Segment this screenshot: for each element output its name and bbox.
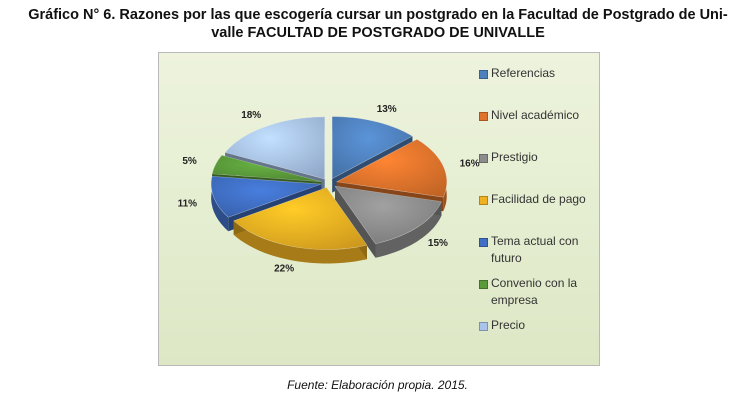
pie-slice-top	[224, 116, 326, 180]
pie-slice-top	[211, 154, 322, 182]
legend-swatch	[479, 322, 488, 331]
legend-swatch	[479, 154, 488, 163]
pie-value-label-2: 16%	[460, 159, 480, 170]
legend-label-line: Nivel académico	[491, 108, 580, 122]
pie-slice-top	[335, 139, 448, 198]
legend-swatch	[479, 112, 488, 121]
pie-value-label-6: 5%	[182, 156, 197, 167]
legend-label-line: empresa	[491, 293, 538, 307]
legend-label: Nivel académico	[491, 107, 579, 124]
legend-label-line: Prestigio	[491, 150, 538, 164]
legend-label-line: Facilidad de pago	[491, 192, 586, 206]
legend-swatch	[479, 280, 488, 289]
pie-slice-side	[211, 176, 229, 232]
pie-value-label-7: 18%	[241, 110, 261, 121]
pie-slice-edge	[335, 186, 376, 258]
legend-label: Referencias	[491, 65, 555, 82]
pie-value-label-1: 13%	[377, 104, 397, 115]
legend-label: Prestigio	[491, 149, 538, 166]
pie-slice-side	[233, 220, 367, 264]
pie-slice-3	[334, 185, 442, 258]
legend-label: Tema actual con futuro	[491, 233, 578, 267]
legend-label-line: Precio	[491, 318, 526, 332]
pie-chart: 13% 16% 15% 22% 11% 5% 18%	[178, 104, 480, 275]
figure-title-line-2: valle FACULTAD DE POSTGRADO DE UNIVALLE	[211, 25, 545, 41]
pie-value-label-4: 22%	[274, 264, 294, 275]
legend-label: Convenio con la empresa	[491, 275, 577, 309]
legend-swatch	[479, 70, 488, 79]
pie-slice-top	[210, 175, 322, 218]
pie-value-label-3: 15%	[428, 238, 448, 249]
legend-label: Facilidad de pago	[491, 191, 586, 208]
pie-slice-top	[233, 187, 368, 250]
figure-source: Fuente: Elaboración propia. 2015.	[287, 378, 468, 392]
legend-label-line: Referencias	[491, 66, 556, 80]
pie-slice-4	[233, 187, 368, 264]
pie-value-label-5: 11%	[178, 198, 198, 209]
legend-label-line: futuro	[491, 251, 522, 265]
chart-area: 13% 16% 15% 22% 11% 5% 18% Referencias Nivel ac…	[158, 52, 600, 366]
pie-slice-top	[334, 185, 442, 245]
legend-swatch	[479, 238, 488, 247]
legend-label-line: Tema actual con	[491, 234, 579, 248]
legend-label-line: Convenio con la	[491, 276, 578, 290]
figure-title-line-1: Gráfico N° 6. Razones por las que escoge…	[28, 7, 728, 23]
legend-swatch	[479, 196, 488, 205]
legend-label: Precio	[491, 317, 525, 334]
figure-title: Gráfico N° 6. Razones por las que escoge…	[8, 6, 748, 42]
pie-slice-side	[375, 201, 442, 258]
pie-slice-top	[331, 116, 414, 180]
